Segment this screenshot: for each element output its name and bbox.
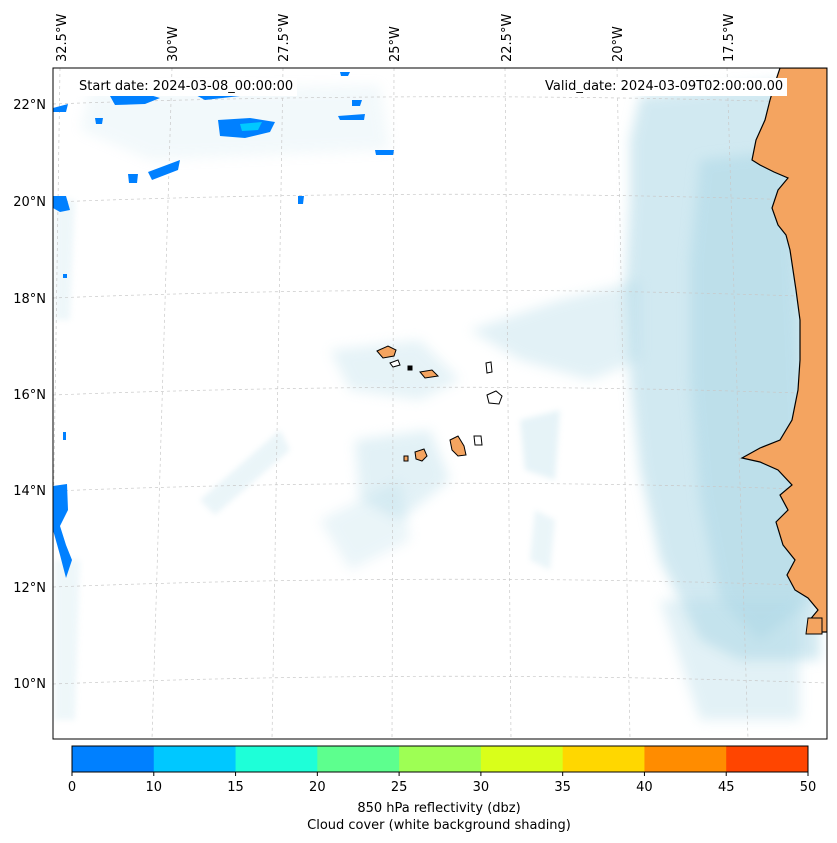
lat-label: 18°N bbox=[13, 292, 46, 307]
lat-label: 22°N bbox=[13, 98, 46, 113]
colorbar-swatch bbox=[72, 746, 155, 772]
longitude-labels: 32.5°W 30°W 27.5°W 25°W 22.5°W 20°W 17.5… bbox=[55, 14, 737, 62]
lat-label: 10°N bbox=[13, 677, 46, 692]
gridlines bbox=[53, 68, 827, 739]
map-frame bbox=[52, 67, 828, 740]
lon-label: 25°W bbox=[388, 26, 403, 62]
colorbar-tick-label: 20 bbox=[309, 780, 326, 795]
island-maio bbox=[473, 435, 483, 446]
colorbar-swatch bbox=[153, 746, 237, 772]
colorbar-tick-label: 25 bbox=[391, 780, 408, 795]
colorbar-swatch bbox=[562, 746, 645, 772]
colorbar-swatch bbox=[317, 746, 400, 772]
colorbar-frame bbox=[71, 745, 809, 773]
island-santa-luzia bbox=[407, 365, 413, 371]
africa-inland-islands bbox=[805, 617, 823, 635]
valid-date-label: Valid_date: 2024-03-09T02:00:00.00 bbox=[541, 78, 788, 96]
island-fogo bbox=[414, 448, 428, 462]
colorbar-swatch bbox=[480, 746, 564, 772]
lat-label: 14°N bbox=[13, 484, 46, 499]
colorbar-tick-label: 45 bbox=[718, 780, 735, 795]
colorbar-tick-label: 10 bbox=[146, 780, 163, 795]
island-boa-vista bbox=[486, 390, 503, 405]
cape-verde-islands bbox=[376, 345, 503, 462]
colorbar-label-line1: 850 hPa reflectivity (dbz) bbox=[357, 801, 521, 816]
island-sao-vicente bbox=[389, 359, 401, 368]
colorbar-swatch bbox=[644, 746, 727, 772]
colorbar-ticks: 0 10 15 20 25 30 35 40 45 50 bbox=[68, 772, 816, 795]
lon-label: 27.5°W bbox=[277, 14, 292, 62]
colorbar-swatch bbox=[726, 746, 809, 772]
colorbar-label-line2: Cloud cover (white background shading) bbox=[307, 818, 571, 833]
africa-land bbox=[740, 68, 827, 633]
colorbar-tick-label: 0 bbox=[68, 780, 76, 795]
cloud-cover-shading bbox=[55, 80, 820, 720]
lon-label: 17.5°W bbox=[722, 14, 737, 62]
island-sao-nicolau bbox=[419, 369, 440, 379]
colorbar-tick-label: 35 bbox=[554, 780, 571, 795]
island-sal bbox=[485, 361, 493, 374]
lon-label: 30°W bbox=[166, 26, 181, 62]
colorbar: 0 10 15 20 25 30 35 40 45 50 bbox=[68, 745, 816, 795]
colorbar-tick-label: 30 bbox=[473, 780, 490, 795]
colorbar-tick-label: 15 bbox=[227, 780, 244, 795]
colorbar-swatch bbox=[235, 746, 318, 772]
island-brava bbox=[403, 455, 409, 462]
latitude-labels: 22°N 20°N 18°N 16°N 14°N 12°N 10°N bbox=[13, 98, 46, 692]
lat-label: 16°N bbox=[13, 388, 46, 403]
lon-label: 32.5°W bbox=[55, 14, 70, 62]
lat-label: 12°N bbox=[13, 581, 46, 596]
colorbar-tick-label: 50 bbox=[800, 780, 817, 795]
lon-label: 20°W bbox=[611, 26, 626, 62]
colorbar-swatch bbox=[399, 746, 482, 772]
colorbar-swatches bbox=[72, 746, 809, 772]
lat-label: 20°N bbox=[13, 195, 46, 210]
colorbar-tick-label: 40 bbox=[636, 780, 653, 795]
lon-label: 22.5°W bbox=[500, 14, 515, 62]
start-date-label: Start date: 2024-03-08_00:00:00 bbox=[75, 78, 298, 96]
island-santiago bbox=[449, 435, 467, 457]
island-santo-antao bbox=[376, 345, 397, 359]
